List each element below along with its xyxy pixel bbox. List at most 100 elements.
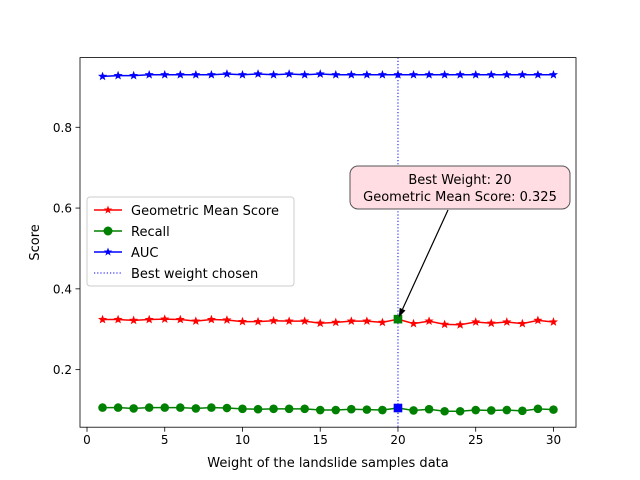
data-point-recall bbox=[455, 406, 465, 416]
annotation-arrow-head bbox=[398, 307, 406, 318]
data-point-recall bbox=[533, 404, 543, 414]
data-point-recall bbox=[518, 406, 527, 416]
x-tick-label: 0 bbox=[83, 433, 91, 447]
data-point-geometric-mean-score bbox=[424, 316, 434, 326]
y-tick-label: 0.6 bbox=[53, 202, 72, 216]
data-point-auc bbox=[440, 69, 450, 79]
legend-entry-best-weight: Best weight chosen bbox=[94, 267, 258, 282]
data-point-recall bbox=[471, 405, 481, 415]
data-point-recall bbox=[424, 404, 434, 414]
data-point-recall bbox=[362, 405, 372, 414]
data-point-recall bbox=[207, 403, 216, 412]
data-point-geometric-mean-score bbox=[222, 315, 232, 324]
best-weight-marker bbox=[393, 403, 403, 413]
annotation-line-1: Best Weight: 20 bbox=[408, 173, 511, 188]
data-point-geometric-mean-score bbox=[129, 315, 139, 325]
data-point-auc bbox=[315, 69, 325, 78]
data-point-auc bbox=[284, 69, 294, 78]
data-point-auc bbox=[424, 69, 434, 79]
data-point-auc bbox=[191, 69, 201, 79]
data-point-auc bbox=[269, 69, 279, 79]
annotation: Best Weight: 20 Geometric Mean Score: 0.… bbox=[349, 165, 571, 318]
y-tick-label: 0.8 bbox=[53, 121, 72, 135]
data-point-geometric-mean-score bbox=[284, 316, 294, 326]
x-tick-label: 5 bbox=[161, 433, 169, 447]
data-point-geometric-mean-score bbox=[175, 314, 185, 324]
data-point-auc bbox=[144, 69, 154, 79]
legend-entry-auc: AUC bbox=[94, 246, 159, 261]
data-point-auc bbox=[331, 69, 341, 79]
annotation-box bbox=[349, 165, 571, 210]
x-tick-label: 25 bbox=[468, 433, 483, 447]
data-point-auc bbox=[237, 69, 248, 79]
data-point-auc bbox=[175, 69, 185, 79]
x-tick-label: 10 bbox=[235, 433, 250, 447]
data-point-auc bbox=[486, 69, 496, 79]
legend-label-recall: Recall bbox=[131, 225, 170, 240]
data-point-geometric-mean-score bbox=[144, 314, 154, 324]
data-point-auc bbox=[455, 69, 465, 79]
x-tick-label: 15 bbox=[313, 433, 328, 447]
legend-star-marker bbox=[103, 205, 113, 214]
data-point-recall bbox=[315, 405, 325, 415]
data-point-auc bbox=[377, 69, 387, 79]
data-point-recall bbox=[269, 404, 278, 414]
legend-label-geometric-mean: Geometric Mean Score bbox=[131, 204, 279, 219]
legend: Geometric Mean Score Recall AUC Best wei… bbox=[86, 196, 295, 287]
data-point-geometric-mean-score bbox=[113, 314, 123, 324]
data-point-geometric-mean-score bbox=[517, 318, 527, 328]
data-point-geometric-mean-score bbox=[331, 317, 341, 327]
data-point-auc bbox=[222, 69, 232, 78]
data-point-auc bbox=[300, 69, 310, 79]
data-point-geometric-mean-score bbox=[408, 318, 419, 328]
data-point-geometric-mean-score bbox=[253, 316, 263, 326]
data-point-geometric-mean-score bbox=[471, 317, 481, 326]
data-point-recall bbox=[129, 404, 138, 413]
data-point-geometric-mean-score bbox=[455, 320, 465, 329]
x-tick-label: 20 bbox=[390, 433, 405, 447]
data-point-geometric-mean-score bbox=[377, 317, 387, 327]
axes-frame bbox=[79, 57, 577, 428]
data-point-auc bbox=[517, 69, 527, 79]
legend-entry-recall: Recall bbox=[94, 225, 170, 240]
y-axis-label: Score bbox=[28, 224, 43, 260]
data-point-geometric-mean-score bbox=[548, 317, 559, 326]
data-point-geometric-mean-score bbox=[486, 318, 496, 328]
data-point-geometric-mean-score bbox=[533, 315, 543, 325]
data-point-recall bbox=[238, 404, 247, 414]
data-point-recall bbox=[300, 404, 309, 414]
y-tick-label: 0.4 bbox=[53, 282, 72, 296]
data-point-geometric-mean-score bbox=[160, 314, 170, 324]
data-point-auc bbox=[129, 70, 139, 80]
data-point-recall bbox=[175, 403, 185, 412]
data-point-geometric-mean-score bbox=[237, 316, 248, 326]
x-axis-label: Weight of the landslide samples data bbox=[207, 456, 448, 471]
best-weight-marker bbox=[393, 314, 403, 324]
data-point-auc bbox=[346, 69, 356, 79]
data-point-geometric-mean-score bbox=[440, 319, 450, 329]
data-point-auc bbox=[533, 69, 543, 79]
data-point-auc bbox=[362, 69, 372, 79]
data-point-auc bbox=[113, 70, 123, 80]
data-point-recall bbox=[160, 403, 170, 412]
y-tick-label: 0.2 bbox=[53, 363, 72, 377]
legend-box bbox=[86, 196, 295, 287]
data-point-auc bbox=[393, 69, 403, 79]
data-point-auc bbox=[471, 69, 481, 79]
data-point-geometric-mean-score bbox=[206, 314, 216, 324]
data-point-geometric-mean-score bbox=[315, 318, 325, 328]
x-tick-label: 30 bbox=[546, 433, 561, 447]
data-point-recall bbox=[253, 404, 263, 414]
data-point-geometric-mean-score bbox=[362, 316, 372, 326]
data-point-auc bbox=[548, 69, 559, 79]
data-point-recall bbox=[486, 406, 496, 415]
data-point-auc bbox=[253, 69, 263, 78]
data-point-recall bbox=[144, 403, 154, 412]
annotation-arrow bbox=[402, 209, 449, 310]
data-point-recall bbox=[549, 405, 558, 414]
data-point-geometric-mean-score bbox=[300, 316, 310, 326]
data-point-recall bbox=[191, 404, 201, 413]
data-point-recall bbox=[98, 403, 107, 412]
data-point-recall bbox=[409, 406, 418, 415]
